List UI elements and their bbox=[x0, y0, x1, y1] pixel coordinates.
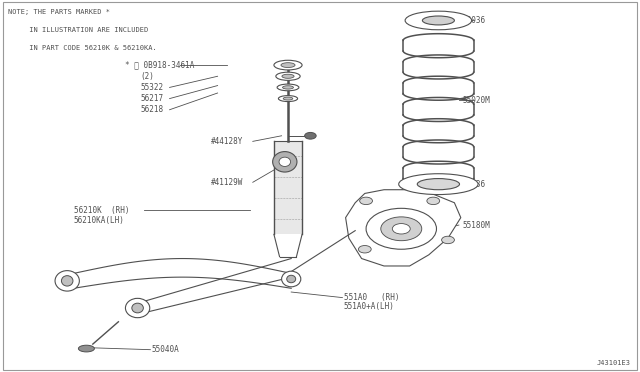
Ellipse shape bbox=[282, 86, 293, 89]
Text: 56210K  (RH): 56210K (RH) bbox=[74, 206, 129, 215]
Ellipse shape bbox=[61, 276, 73, 286]
Text: 55020M: 55020M bbox=[462, 96, 490, 105]
Ellipse shape bbox=[282, 271, 301, 287]
Text: * Ⓝ 0B918-3461A: * Ⓝ 0B918-3461A bbox=[125, 61, 194, 70]
Text: 55036: 55036 bbox=[462, 180, 485, 189]
Ellipse shape bbox=[282, 74, 294, 78]
Ellipse shape bbox=[279, 157, 291, 167]
Circle shape bbox=[442, 236, 454, 244]
Text: #41129W: #41129W bbox=[211, 178, 244, 187]
Polygon shape bbox=[346, 190, 461, 266]
Text: (2): (2) bbox=[141, 72, 155, 81]
Circle shape bbox=[366, 208, 436, 249]
Ellipse shape bbox=[399, 174, 478, 195]
Text: 551A0+A(LH): 551A0+A(LH) bbox=[344, 302, 394, 311]
Ellipse shape bbox=[283, 97, 293, 100]
Text: 56218: 56218 bbox=[141, 105, 164, 114]
Circle shape bbox=[392, 224, 410, 234]
Ellipse shape bbox=[287, 275, 296, 283]
Circle shape bbox=[381, 217, 422, 241]
Text: IN PART CODE 56210K & 56210KA.: IN PART CODE 56210K & 56210KA. bbox=[8, 45, 156, 51]
Text: #44128Y: #44128Y bbox=[211, 137, 244, 146]
Ellipse shape bbox=[281, 63, 295, 68]
Circle shape bbox=[305, 132, 316, 139]
Text: 55322: 55322 bbox=[141, 83, 164, 92]
Text: 56217: 56217 bbox=[141, 94, 164, 103]
Ellipse shape bbox=[277, 84, 299, 91]
Text: 55040A: 55040A bbox=[152, 345, 179, 354]
Ellipse shape bbox=[55, 271, 79, 291]
Circle shape bbox=[358, 246, 371, 253]
Ellipse shape bbox=[276, 72, 300, 80]
Bar bbox=[274, 141, 302, 234]
Text: 55036: 55036 bbox=[462, 16, 485, 25]
Text: 56210KA(LH): 56210KA(LH) bbox=[74, 216, 124, 225]
Circle shape bbox=[360, 197, 372, 205]
Text: 55180M: 55180M bbox=[462, 221, 490, 230]
Ellipse shape bbox=[278, 96, 298, 102]
Text: 551A0   (RH): 551A0 (RH) bbox=[344, 293, 399, 302]
Ellipse shape bbox=[78, 345, 95, 352]
Text: NOTE; THE PARTS MARKED *: NOTE; THE PARTS MARKED * bbox=[8, 9, 109, 15]
Ellipse shape bbox=[274, 60, 302, 70]
Text: IN ILLUSTRATION ARE INCLUDED: IN ILLUSTRATION ARE INCLUDED bbox=[8, 27, 148, 33]
Ellipse shape bbox=[422, 16, 454, 25]
Text: J43101E3: J43101E3 bbox=[596, 360, 630, 366]
Ellipse shape bbox=[273, 152, 297, 172]
Ellipse shape bbox=[132, 303, 143, 313]
Ellipse shape bbox=[405, 11, 472, 30]
Ellipse shape bbox=[125, 298, 150, 318]
Circle shape bbox=[427, 197, 440, 205]
Ellipse shape bbox=[417, 179, 460, 190]
